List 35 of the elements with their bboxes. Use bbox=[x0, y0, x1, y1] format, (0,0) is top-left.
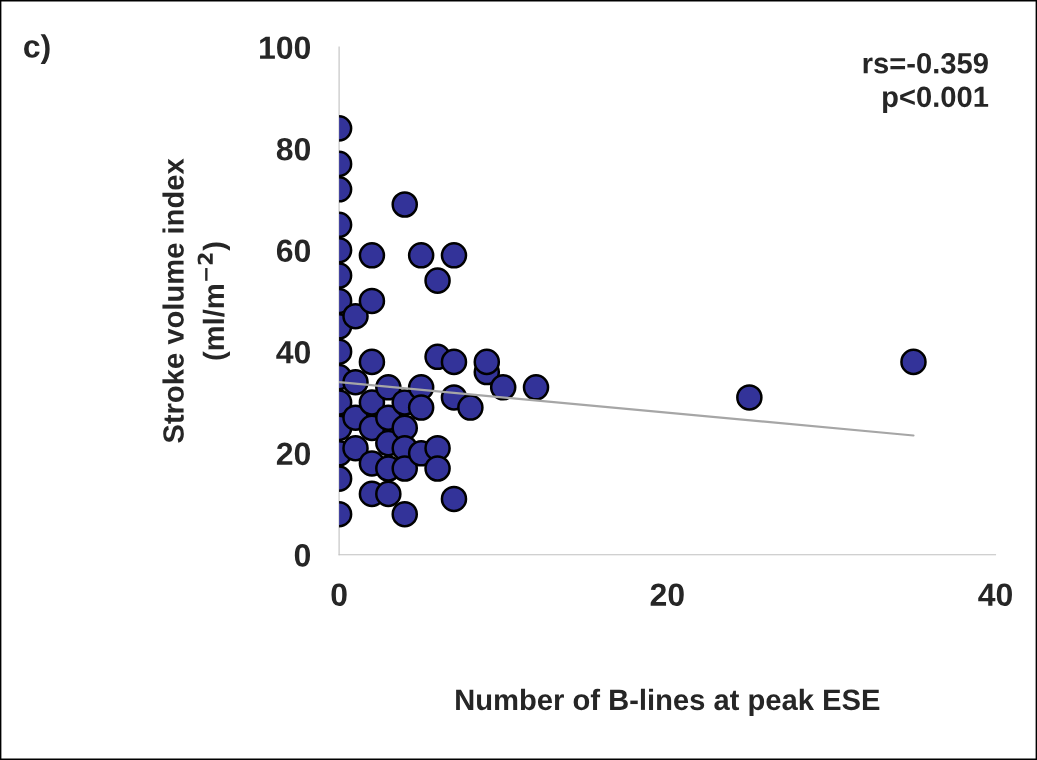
point bbox=[391, 500, 419, 528]
point bbox=[358, 287, 386, 315]
y-tick-label: 40 bbox=[276, 341, 311, 364]
x-tick-label: 40 bbox=[978, 583, 1012, 607]
point bbox=[391, 455, 419, 482]
point bbox=[473, 348, 501, 376]
point bbox=[440, 241, 468, 269]
x-tick-label: 0 bbox=[331, 583, 347, 607]
point bbox=[736, 384, 763, 411]
point bbox=[457, 394, 484, 421]
y-tick-label: 0 bbox=[294, 544, 311, 567]
x-tick-label: 20 bbox=[650, 583, 684, 607]
y-axis-title: Stroke volume index (ml/m$^{−2}$) bbox=[162, 158, 230, 443]
point bbox=[391, 191, 419, 218]
point bbox=[358, 348, 386, 376]
point bbox=[342, 434, 369, 462]
point bbox=[358, 241, 386, 269]
point bbox=[342, 302, 369, 330]
y-tick-label: 80 bbox=[276, 137, 311, 161]
annotation: rs=-0.359 p<0.001 bbox=[863, 52, 989, 113]
point bbox=[440, 485, 468, 513]
point bbox=[424, 455, 451, 482]
point bbox=[424, 267, 451, 294]
y-tick-label: 20 bbox=[276, 442, 311, 466]
y-tick-label: 100 bbox=[260, 36, 311, 60]
point bbox=[375, 480, 402, 508]
point bbox=[407, 394, 435, 421]
point bbox=[489, 373, 517, 401]
point bbox=[440, 348, 468, 376]
point bbox=[522, 373, 550, 401]
point bbox=[407, 241, 435, 269]
x-axis-title: Number of B-lines at peak ESE bbox=[456, 688, 880, 716]
point bbox=[900, 348, 927, 376]
y-tick-label: 60 bbox=[276, 239, 311, 263]
text: c) bbox=[24, 34, 50, 64]
